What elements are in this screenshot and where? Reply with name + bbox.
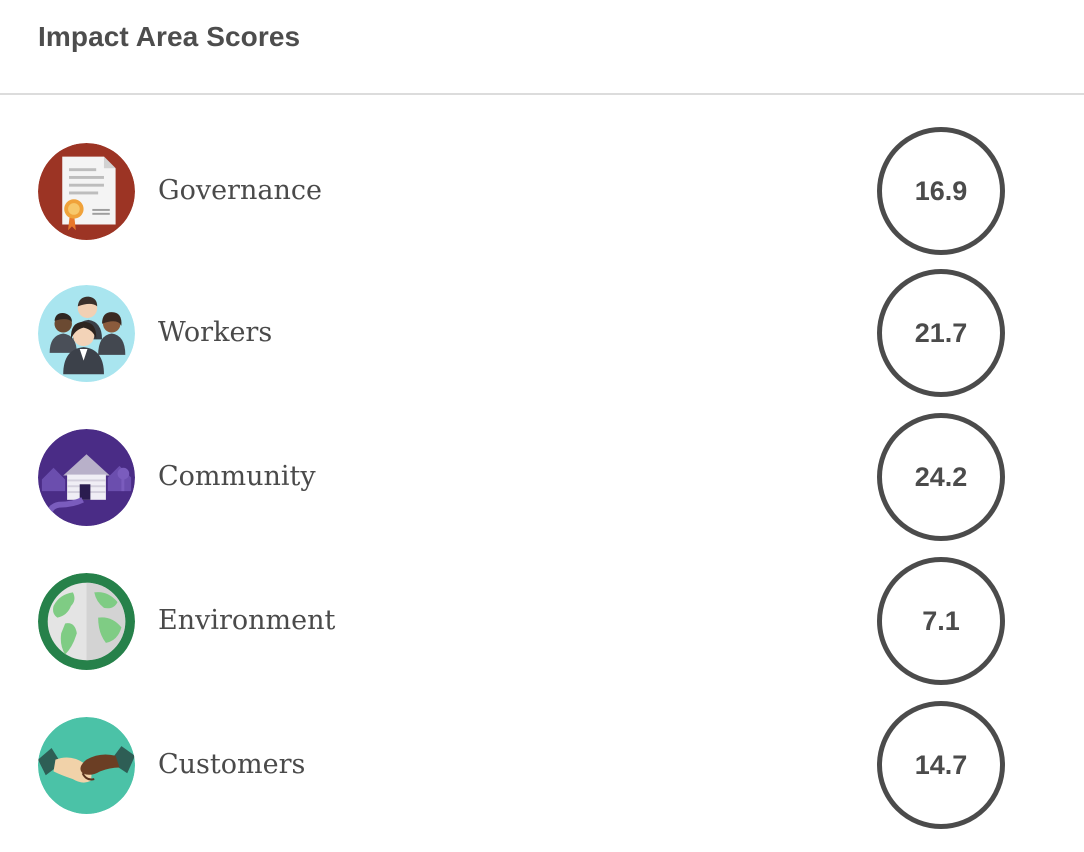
impact-area-label: Customers: [158, 749, 306, 780]
impact-area-row-community[interactable]: Community 24.2: [0, 412, 1084, 542]
workers-people-icon: [38, 285, 135, 382]
impact-area-score[interactable]: 14.7: [877, 701, 1005, 829]
impact-area-label: Community: [158, 461, 316, 492]
impact-area-row-workers[interactable]: Workers 21.7: [0, 268, 1084, 398]
impact-area-label: Workers: [158, 317, 273, 348]
impact-area-row-environment[interactable]: Environment 7.1: [0, 556, 1084, 686]
impact-area-label: Environment: [158, 605, 336, 636]
environment-globe-icon: [38, 573, 135, 670]
impact-area-row-governance[interactable]: Governance 16.9: [0, 126, 1084, 256]
community-house-icon: [38, 429, 135, 526]
impact-area-label: Governance: [158, 175, 322, 206]
impact-area-score[interactable]: 7.1: [877, 557, 1005, 685]
impact-area-score[interactable]: 16.9: [877, 127, 1005, 255]
panel-header: Impact Area Scores: [0, 0, 1084, 95]
impact-area-score[interactable]: 21.7: [877, 269, 1005, 397]
customers-handshake-icon: [38, 717, 135, 814]
impact-area-row-customers[interactable]: Customers 14.7: [0, 700, 1084, 830]
page-title: Impact Area Scores: [38, 21, 301, 52]
impact-area-score[interactable]: 24.2: [877, 413, 1005, 541]
governance-certificate-icon: [38, 143, 135, 240]
